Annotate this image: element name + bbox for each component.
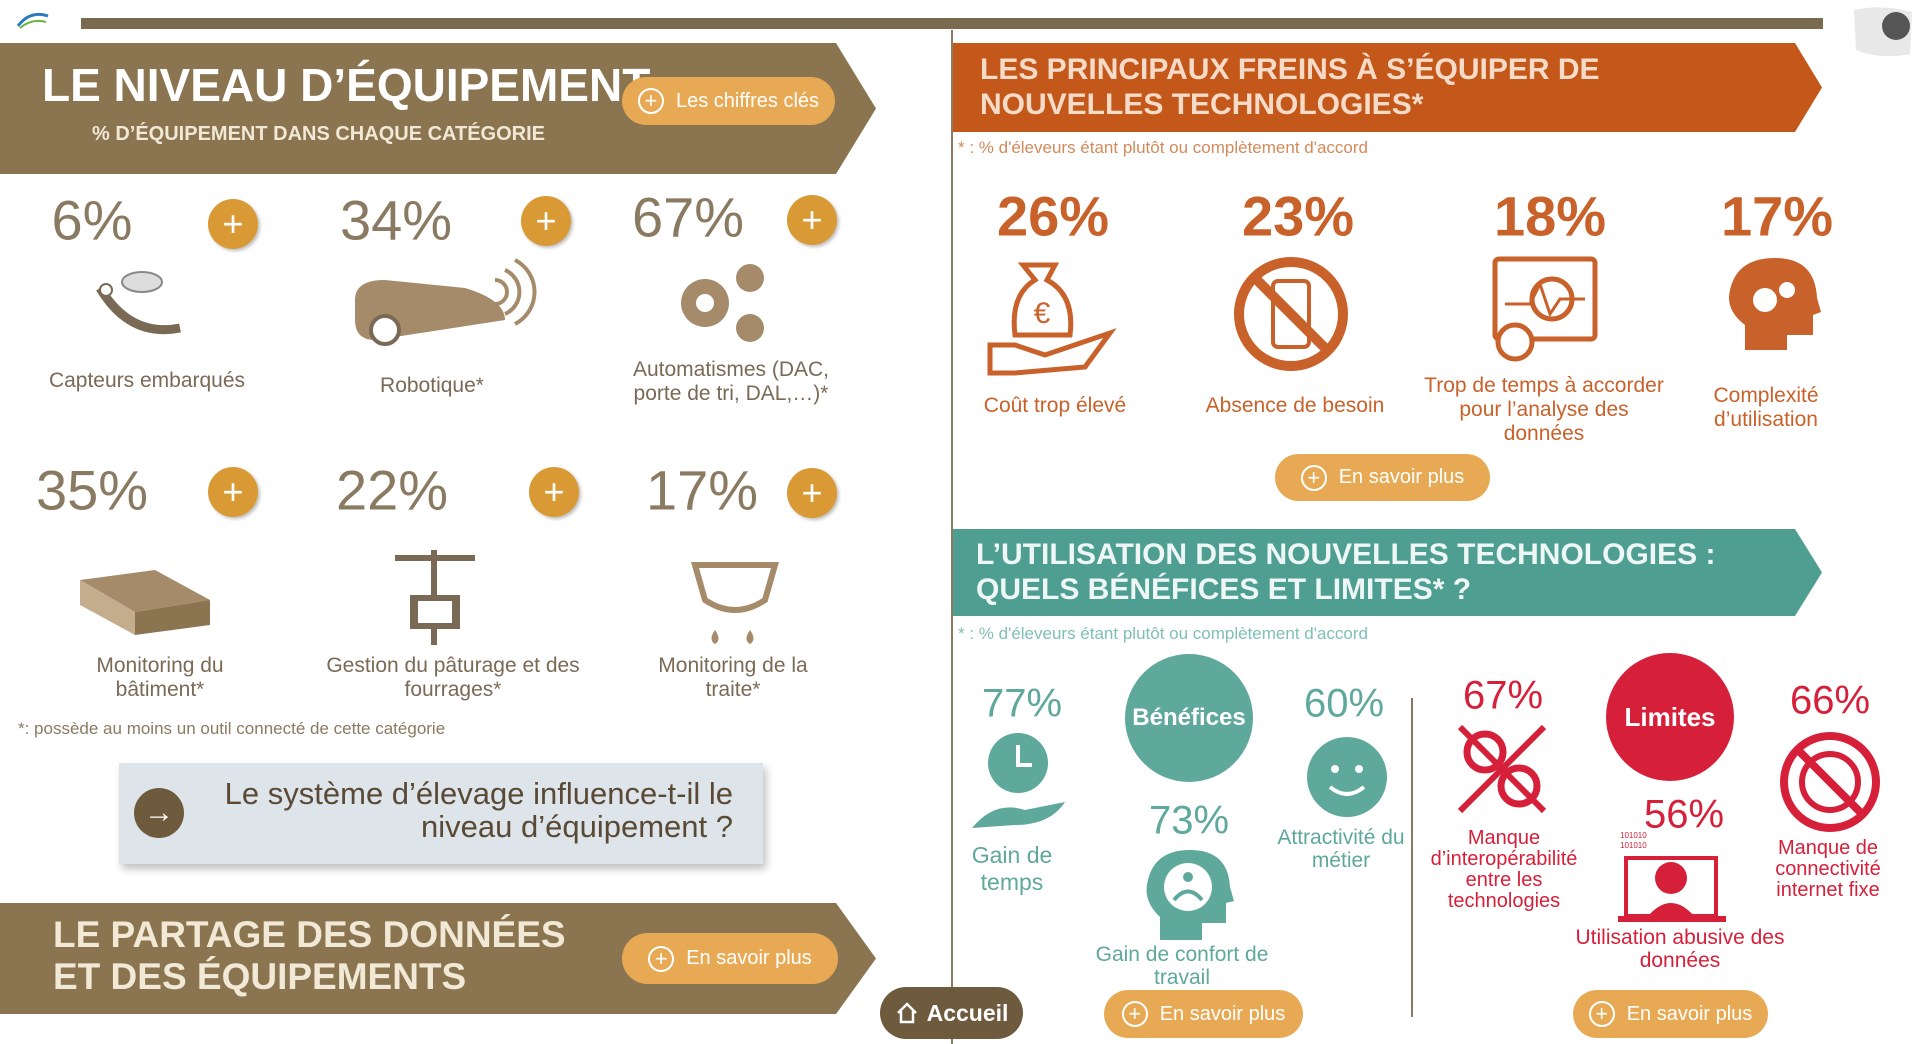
divider [951,30,953,1044]
footnote: * : % d'éleveurs étant plutôt ou complèt… [958,624,1369,643]
arrow-button: → [134,788,184,838]
svg-text:€: € [1034,297,1051,330]
plus-icon: + [1121,1001,1148,1027]
button-label: En savoir plus [1338,466,1465,488]
interop-icon [1457,724,1547,814]
question-text: Le système d’élevage influence-t-il le n… [224,776,733,844]
gears-icon [681,264,764,342]
percent: 67% [631,185,745,249]
label: Utilisation abusive des données [1575,926,1785,972]
equipment-title: LE NIVEAU D’ÉQUIPEMENT [42,59,651,111]
percent: 17% [1720,184,1834,248]
more-button[interactable]: + En savoir plus [1573,990,1768,1038]
plus-icon: + [637,88,664,114]
sharing-title: LE PARTAGE DES DONNÉES ET DES ÉQUIPEMENT… [53,914,566,997]
complexity-icon [1729,258,1821,350]
label: Monitoring du bâtiment* [96,654,224,701]
plus-icon: + [1588,1001,1615,1027]
robot-icon [355,258,537,346]
weather-icon [395,550,475,645]
barriers-banner [953,43,1822,132]
plus-icon: + [1300,464,1327,491]
plus-button[interactable]: + [208,199,258,249]
percent: 17% [645,458,759,522]
more-button[interactable]: + En savoir plus [622,933,838,984]
percent: 6% [51,188,133,252]
svg-text:101010: 101010 [1620,831,1647,840]
plus-button[interactable]: + [208,467,258,517]
percent: 34% [339,188,453,252]
percent: 23% [1241,184,1355,248]
label: Gestion du pâturage et des fourrages* [326,654,580,701]
key-figures-button[interactable]: + Les chiffres clés [622,77,835,125]
no-internet-icon [1780,732,1880,832]
percent: 77% [981,681,1063,726]
button-label: Les chiffres clés [675,89,820,112]
label: Manque de connectivité internet fixe [1775,837,1881,901]
plus-button[interactable]: + [529,467,579,517]
label: Robotique* [380,374,484,397]
label: Monitoring de la traite* [658,654,808,701]
question-box[interactable]: → Le système d’élevage influence-t-il le… [119,763,763,864]
sensor-icon [96,271,181,335]
label: Manque d’interopérabilité entre les tech… [1430,827,1578,912]
analysis-icon [1492,256,1598,362]
button-label: En savoir plus [1626,1002,1753,1025]
benefits-badge: Bénéfices [1125,654,1253,782]
button-label: En savoir plus [1159,1002,1286,1025]
time-icon [972,733,1065,828]
plus-icon: + [648,945,675,972]
label: Complexité d’utilisation [1713,384,1819,431]
usage-title: L’UTILISATION DES NOUVELLES TECHNOLOGIES… [976,538,1716,606]
percent: 67% [1462,673,1544,718]
corner-logo [1854,7,1912,57]
percent: 22% [335,458,449,522]
logo [16,12,49,29]
building-icon [80,570,210,635]
percent: 56% [1643,792,1725,837]
plus-button[interactable]: + [521,196,571,246]
label: Automatismes (DAC, porte de tri, DAL,…)* [632,358,830,405]
button-label: En savoir plus [686,947,812,969]
more-button[interactable]: + En savoir plus [1275,454,1490,501]
smile-icon [1307,737,1387,817]
button-label: Accueil [926,999,1009,1026]
percent: 66% [1789,678,1871,723]
label: Absence de besoin [1205,394,1385,417]
more-button[interactable]: + En savoir plus [1104,990,1303,1038]
percent: 60% [1303,681,1385,726]
label: Trop de temps à accorder pour l’analyse … [1424,374,1664,445]
home-icon [896,1002,917,1024]
percent: 73% [1148,798,1230,843]
no-need-icon [1234,257,1348,371]
footnote: *: possède au moins un outil connecté de… [18,719,446,738]
label: Gain de temps [971,842,1053,895]
top-bar [81,18,1823,29]
home-button[interactable]: Accueil [880,987,1023,1039]
milking-icon [691,562,779,644]
percent: 35% [35,458,149,522]
barriers-title: LES PRINCIPAUX FREINS À S’ÉQUIPER DE NOU… [980,53,1600,121]
footnote: * : % d'éleveurs étant plutôt ou complèt… [958,138,1369,157]
divider [1411,698,1413,1017]
cost-icon: € [987,262,1117,376]
equipment-subtitle: % D’ÉQUIPEMENT DANS CHAQUE CATÉGORIE [92,123,545,145]
percent: 26% [996,184,1110,248]
plus-button[interactable]: + [787,195,837,245]
label: Capteurs embarqués [48,369,246,392]
limits-badge: Limites [1606,653,1734,781]
label: Attractivité du métier [1277,826,1405,872]
svg-text:101010: 101010 [1620,841,1647,850]
usage-banner [953,529,1822,616]
label: Coût trop élevé [983,394,1127,417]
label: Gain de confort de travail [1095,943,1269,989]
plus-button[interactable]: + [787,468,837,518]
comfort-icon [1146,850,1234,940]
percent: 18% [1493,184,1607,248]
